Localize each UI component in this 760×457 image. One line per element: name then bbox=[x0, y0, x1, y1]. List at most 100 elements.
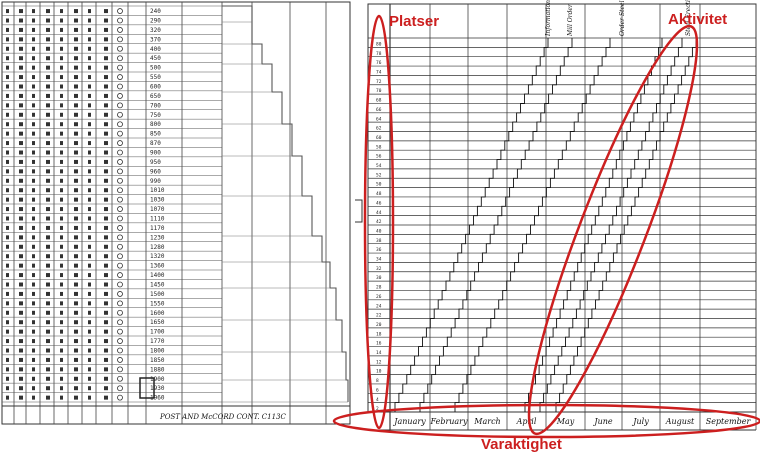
table-cell-mark bbox=[32, 27, 35, 32]
table-cell-mark bbox=[32, 216, 35, 221]
table-cell-mark bbox=[88, 386, 91, 391]
table-cell-mark bbox=[46, 376, 50, 381]
table-cell-mark bbox=[19, 348, 23, 353]
table-cell-value: 1600 bbox=[150, 310, 165, 317]
table-cell-mark bbox=[60, 65, 63, 70]
table-cell-mark bbox=[88, 65, 91, 70]
table-cell-mark bbox=[6, 93, 9, 98]
table-cell-mark bbox=[19, 150, 23, 155]
table-cell-mark bbox=[6, 169, 9, 174]
table-cell-mark bbox=[88, 310, 91, 315]
table-cell-circle bbox=[117, 8, 123, 14]
table-cell-mark bbox=[74, 37, 78, 42]
table-cell-mark bbox=[74, 122, 78, 127]
table-cell-value: 1400 bbox=[150, 272, 165, 279]
table-cell-mark bbox=[32, 244, 35, 249]
table-cell-mark bbox=[60, 254, 63, 259]
table-cell-mark bbox=[74, 141, 78, 146]
table-cell-mark bbox=[19, 103, 23, 108]
table-cell-mark bbox=[19, 310, 23, 315]
table-cell-mark bbox=[6, 216, 9, 221]
table-cell-mark bbox=[74, 150, 78, 155]
row-number-label: 56 bbox=[376, 154, 382, 160]
table-cell-circle bbox=[117, 17, 123, 24]
table-cell-mark bbox=[60, 159, 63, 164]
table-cell-mark bbox=[32, 56, 35, 61]
table-cell-mark bbox=[46, 112, 50, 117]
table-cell-mark bbox=[60, 367, 63, 372]
left-table-footer: POST AND McCORD CONT. C113C bbox=[159, 413, 286, 421]
table-cell-mark bbox=[104, 273, 108, 278]
table-cell-mark bbox=[19, 131, 23, 136]
table-cell-mark bbox=[32, 18, 35, 23]
table-cell-mark bbox=[6, 46, 9, 51]
table-cell-mark bbox=[60, 56, 63, 61]
row-number-label: 50 bbox=[376, 182, 382, 188]
table-cell-mark bbox=[6, 282, 9, 287]
table-cell-mark bbox=[74, 310, 78, 315]
table-cell-mark bbox=[6, 254, 9, 259]
table-cell-mark bbox=[60, 329, 63, 334]
table-cell-value: 700 bbox=[150, 102, 161, 109]
table-cell-mark bbox=[88, 329, 91, 334]
table-cell-mark bbox=[60, 84, 63, 89]
table-cell-mark bbox=[60, 310, 63, 315]
table-cell-mark bbox=[104, 93, 108, 98]
table-cell-mark bbox=[104, 357, 108, 362]
table-cell-mark bbox=[74, 9, 78, 14]
table-cell-mark bbox=[19, 197, 23, 202]
table-cell-mark bbox=[32, 263, 35, 268]
table-cell-mark bbox=[104, 56, 108, 61]
table-cell-mark bbox=[88, 216, 91, 221]
activity-label: Aktivitet bbox=[668, 11, 727, 28]
table-cell-mark bbox=[46, 339, 50, 344]
row-number-label: 78 bbox=[376, 51, 382, 57]
row-number-label: 28 bbox=[376, 285, 382, 291]
table-cell-mark bbox=[74, 273, 78, 278]
table-cell-mark bbox=[6, 159, 9, 164]
table-cell-mark bbox=[6, 301, 9, 306]
table-cell-value: 1900 bbox=[150, 376, 165, 383]
table-cell-circle bbox=[117, 357, 123, 363]
table-cell-mark bbox=[60, 178, 63, 183]
table-cell-mark bbox=[32, 225, 35, 230]
table-cell-mark bbox=[60, 301, 63, 306]
left-schedule-table: 240 290 320 370 400 450 500 550 600 650 700 750 800 8… bbox=[0, 0, 352, 430]
row-number-label: 70 bbox=[376, 88, 382, 94]
table-cell-mark bbox=[74, 46, 78, 51]
table-cell-mark bbox=[104, 235, 108, 240]
table-cell-mark bbox=[88, 150, 91, 155]
table-cell-mark bbox=[74, 235, 78, 240]
table-cell-circle bbox=[117, 36, 123, 43]
table-cell-mark bbox=[74, 93, 78, 98]
table-cell-mark bbox=[46, 46, 50, 51]
table-cell-mark bbox=[32, 112, 35, 117]
table-cell-mark bbox=[46, 37, 50, 42]
table-cell-value: 550 bbox=[150, 74, 161, 81]
row-number-label: 16 bbox=[376, 341, 382, 347]
table-cell-circle bbox=[117, 253, 123, 260]
table-cell-mark bbox=[88, 197, 91, 202]
activity-step-line bbox=[524, 38, 663, 412]
table-cell-mark bbox=[104, 320, 108, 325]
table-cell-mark bbox=[32, 9, 35, 14]
duration-label: Varaktighet bbox=[481, 436, 562, 453]
places-ellipse bbox=[363, 14, 395, 430]
table-cell-mark bbox=[6, 56, 9, 61]
table-cell-mark bbox=[104, 216, 108, 221]
table-cell-mark bbox=[19, 376, 23, 381]
table-cell-mark bbox=[19, 9, 23, 14]
table-cell-mark bbox=[104, 65, 108, 70]
table-cell-circle bbox=[117, 291, 123, 297]
row-number-label: 2 bbox=[376, 406, 379, 412]
table-cell-value: 1170 bbox=[150, 225, 165, 232]
table-cell-mark bbox=[104, 9, 108, 14]
table-cell-circle bbox=[117, 177, 123, 184]
table-cell-mark bbox=[88, 263, 91, 268]
table-cell-circle bbox=[117, 187, 123, 194]
table-cell-mark bbox=[104, 329, 108, 334]
table-cell-mark bbox=[46, 386, 50, 391]
row-number-label: 42 bbox=[376, 219, 382, 225]
table-cell-circle bbox=[117, 83, 123, 90]
